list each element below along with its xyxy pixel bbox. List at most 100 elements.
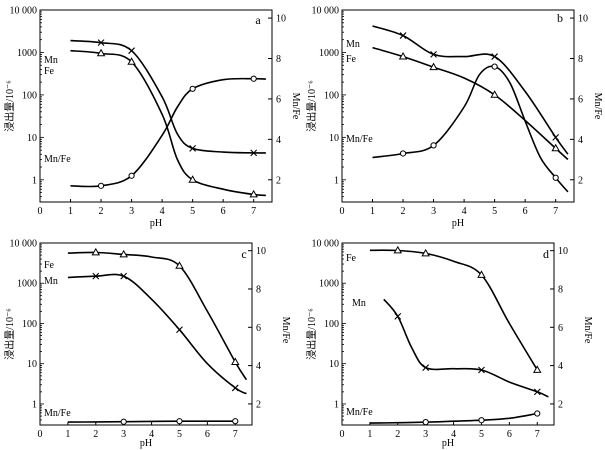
y2-tick-label: 10: [256, 246, 266, 257]
x-tick-label: 6: [221, 206, 226, 217]
series-line-fe: [67, 251, 248, 381]
x-tick-label: 2: [99, 206, 104, 217]
data-point-fe: [249, 189, 258, 198]
x-tick-label: 3: [129, 206, 134, 217]
y2-axis-label: Mn/Fe: [582, 317, 593, 344]
data-point-fe: [127, 57, 136, 65]
x-axis-label: pH: [452, 218, 464, 229]
x-tick-label: 4: [160, 206, 165, 217]
data-point-mn: [552, 133, 560, 141]
data-point-mn: [491, 53, 499, 60]
panel-d: 0 1 2 3 4 5 6 7 1 10 100 1000 10 000 2 4 6 8 10 d pH 浸出…: [305, 239, 593, 450]
data-point-mn: [231, 384, 239, 392]
data-point-fe: [91, 247, 101, 256]
panel-label: b: [557, 11, 563, 25]
y2-tick-label: 6: [578, 94, 583, 105]
series-group: [369, 245, 549, 426]
series-line-mn: [70, 39, 266, 154]
y2-axis-ticks: 2 4 6 8 10: [550, 246, 568, 410]
data-point-mn: [399, 32, 407, 39]
y-tick-label: 10 000: [10, 6, 38, 17]
x-axis-label: pH: [150, 218, 162, 229]
y-tick-label: 10 000: [312, 239, 340, 250]
data-point-mnfe: [430, 142, 437, 149]
y-tick-label: 100: [324, 319, 339, 330]
y-tick-label: 10: [27, 359, 37, 370]
x-tick-label: 0: [340, 429, 345, 440]
x-tick-label: 2: [93, 429, 98, 440]
data-point-mn: [128, 47, 135, 55]
y-tick-label: 1: [32, 399, 37, 410]
data-point-mnfe: [120, 418, 127, 425]
x-tick-label: 3: [423, 429, 428, 440]
x-tick-label: 6: [507, 429, 512, 440]
x-tick-label: 4: [149, 429, 154, 440]
data-point-mnfe: [128, 172, 135, 179]
y-tick-label: 1: [334, 175, 339, 186]
data-point-mnfe: [552, 174, 559, 181]
y2-tick-label: 2: [558, 399, 563, 410]
series-label-mnfe: Mn/Fe: [346, 134, 373, 145]
data-point-mnfe: [478, 417, 485, 424]
y2-tick-label: 8: [578, 54, 583, 65]
x-tick-label: 5: [177, 429, 182, 440]
x-axis-ticks: 0 1 2 3 4 5 6 7: [340, 199, 558, 217]
y-tick-label: 10: [329, 359, 339, 370]
x-tick-label: 4: [462, 206, 467, 217]
data-point-fe: [477, 270, 486, 278]
x-tick-label: 0: [340, 206, 345, 217]
data-point-fe: [421, 248, 430, 257]
series-line-mnfe: [369, 412, 538, 424]
x-tick-label: 4: [451, 429, 456, 440]
panel-label: d: [543, 247, 549, 261]
y2-tick-label: 10: [276, 14, 286, 25]
y2-tick-label: 2: [578, 175, 583, 186]
y2-tick-label: 10: [558, 246, 568, 257]
y2-tick-label: 2: [256, 399, 261, 410]
series-line-fe: [372, 46, 569, 161]
series-line-mnfe: [70, 77, 266, 188]
y2-tick-label: 2: [276, 175, 281, 186]
y2-tick-label: 10: [578, 14, 588, 25]
panel-label: c: [241, 247, 246, 261]
panel-a: 0 1 2 3 4 5 6 7 1 10 100 1000 10 000 2 4 6 8 10 a pH 浸出…: [3, 6, 301, 230]
y-tick-label: 100: [324, 90, 339, 101]
x-axis-label: pH: [140, 438, 152, 449]
x-tick-label: 6: [205, 429, 210, 440]
series-label-mnfe: Mn/Fe: [44, 408, 71, 419]
y-axis-ticks: 1 10 100 1000 10 000: [312, 6, 346, 203]
y-axis-ticks: 1 10 100 1000 10 000: [10, 6, 44, 203]
data-point-mn: [97, 39, 105, 47]
data-point-mnfe: [422, 419, 429, 426]
y2-tick-label: 4: [558, 361, 563, 372]
x-tick-label: 6: [523, 206, 528, 217]
series-label-mn: Mn: [44, 55, 58, 66]
x-tick-label: 1: [65, 429, 70, 440]
series-line-fe: [369, 249, 538, 371]
y2-tick-label: 4: [276, 135, 281, 146]
series-line-mnfe: [372, 65, 569, 193]
y-axis-label: 浸出量/10⁻⁶: [3, 308, 16, 360]
x-tick-label: 5: [190, 206, 195, 217]
x-tick-label: 1: [367, 429, 372, 440]
x-tick-label: 0: [38, 429, 43, 440]
y2-axis-ticks: 2 4 6 8 10: [570, 14, 588, 186]
plot-frame: [39, 9, 273, 203]
series-label-fe: Fe: [44, 66, 55, 77]
panel-b: 0 1 2 3 4 5 6 7 1 10 100 1000 10 000 2 4 6 8 10 b pH 浸出…: [305, 6, 603, 230]
y2-axis-label: Mn/Fe: [280, 317, 291, 344]
data-point-fe: [551, 143, 560, 152]
y-axis-label: 浸出量/10⁻⁶: [305, 308, 318, 360]
y-tick-label: 1: [32, 175, 37, 186]
y-axis-label: 浸出量/10⁻⁶: [3, 80, 16, 132]
series-line-mnfe: [67, 420, 236, 423]
x-tick-label: 7: [553, 206, 558, 217]
y2-tick-label: 8: [558, 284, 563, 295]
data-point-fe: [533, 365, 542, 373]
y2-axis-label: Mn/Fe: [290, 93, 301, 120]
series-group: [70, 39, 266, 198]
x-tick-label: 7: [233, 429, 238, 440]
x-tick-label: 1: [68, 206, 73, 217]
series-label-mnfe: Mn/Fe: [44, 154, 71, 165]
panel-label: a: [255, 13, 261, 27]
